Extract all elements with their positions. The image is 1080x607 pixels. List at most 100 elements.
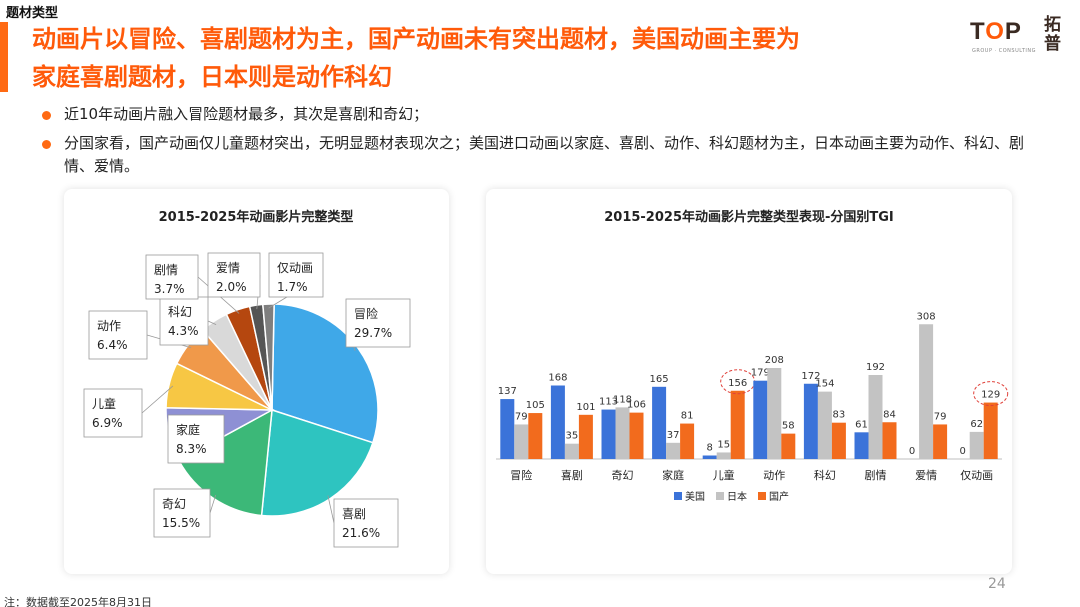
pie-label-name: 爱情 [216, 261, 240, 275]
pie-label-name: 剧情 [154, 263, 178, 277]
pie-label-name: 奇幻 [162, 497, 186, 511]
pie-label-7: 科幻 4.3% [159, 296, 217, 346]
bar-美国-喜剧 [550, 385, 565, 459]
bar-美国-科幻 [803, 383, 818, 459]
bar-value-label: 84 [883, 409, 896, 420]
category-label: 奇幻 [612, 469, 634, 482]
bar-日本-家庭 [666, 442, 681, 459]
category-label: 剧情 [865, 469, 887, 482]
pie-label-box [153, 488, 211, 538]
bar-value-label: 58 [782, 421, 795, 432]
bar-美国-家庭 [652, 386, 667, 459]
pie-chart-title: 2015-2025年动画影片完整类型 [159, 209, 354, 225]
pie-label-box [159, 296, 209, 346]
pie-label-name: 动作 [97, 319, 121, 333]
bar-value-label: 208 [765, 355, 784, 366]
bullet-dot-icon [42, 111, 51, 120]
bar-日本-动作 [767, 368, 782, 459]
bar-国产-剧情 [882, 422, 897, 459]
bar-日本-仅动画 [969, 431, 984, 459]
bar-value-label: 8 [707, 443, 713, 454]
bar-chart: 2015-2025年动画影片完整类型表现-分国别TGI13779105冒险168… [496, 209, 1009, 503]
bar-value-label: 62 [970, 419, 983, 430]
pie-leader-line [327, 495, 335, 524]
bar-国产-奇幻 [629, 412, 644, 459]
highlight-circle [973, 381, 1009, 407]
bar-国产-科幻 [831, 422, 846, 459]
bar-国产-动作 [781, 433, 796, 459]
pie-label-value: 6.4% [97, 338, 128, 352]
legend-label: 日本 [727, 490, 747, 503]
page-title-line-1: 动画片以冒险、喜剧题材为主，国产动画未有突出题材，美国动画主要为 [32, 25, 800, 53]
bar-value-label: 129 [981, 390, 1000, 401]
bar-国产-儿童 [730, 390, 745, 459]
pie-label-value: 1.7% [277, 280, 308, 294]
summary-bullets: 近10年动画片融入冒险题材最多，其次是喜剧和奇幻； 分国家看，国产动画仅儿童题材… [40, 103, 1050, 184]
bar-美国-动作 [753, 380, 768, 459]
pie-label-box [268, 252, 324, 298]
pie-leader-line [141, 385, 174, 414]
bar-value-label: 79 [515, 411, 528, 422]
logo-subtitle: GROUP · CONSULTING [972, 48, 1036, 54]
section-label: 题材类型 [6, 6, 59, 21]
bullet-item: 分国家看，国产动画仅儿童题材突出，无明显题材表现次之；美国进口动画以家庭、喜剧、… [40, 132, 1050, 178]
logo-chinese-1: 拓 [1044, 15, 1061, 35]
pie-label-value: 6.9% [92, 416, 123, 430]
pie-leader-line [207, 320, 217, 325]
bar-legend: 美国 日本 国产 [674, 490, 789, 503]
pie-label-box [167, 414, 225, 464]
bar-value-label: 101 [576, 402, 595, 413]
bar-value-label: 192 [866, 362, 885, 373]
bar-value-label: 15 [717, 439, 730, 450]
bar-日本-冒险 [514, 424, 529, 459]
pie-label-value: 2.0% [216, 280, 247, 294]
bar-value-label: 172 [801, 371, 820, 382]
bar-value-label: 83 [833, 410, 846, 421]
bar-value-label: 154 [815, 379, 834, 390]
logo-letter-o: O [985, 18, 1005, 45]
bar-chart-card: 2015-2025年动画影片完整类型表现-分国别TGI 137 79 105 冒险 168… [486, 189, 1012, 574]
pie-label-name: 家庭 [176, 422, 200, 437]
pie-label-name: 喜剧 [342, 507, 366, 521]
title-accent-bar [0, 22, 8, 92]
pie-label-value: 29.7% [354, 326, 392, 340]
bar-value-label: 179 [751, 368, 770, 379]
pie-label-2: 喜剧 21.6% [327, 495, 399, 548]
logo-chinese: 拓 普 [1044, 16, 1064, 54]
bar-value-label: 79 [934, 411, 947, 422]
category-label: 科幻 [814, 468, 836, 482]
legend-label: 国产 [769, 490, 789, 503]
pie-label-value: 21.6% [342, 526, 380, 540]
pie-leader-line [209, 494, 217, 514]
pie-label-box [83, 388, 143, 438]
pie-label-box [207, 252, 261, 298]
pie-slice-10 [262, 303, 275, 411]
pie-label-name: 冒险 [354, 306, 378, 321]
bar-日本-奇幻 [615, 407, 630, 459]
logo-chinese-2: 普 [1044, 34, 1061, 54]
pie-slice-2 [260, 408, 374, 517]
bar-国产-仅动画 [983, 402, 998, 459]
page-title-line-2: 家庭喜剧题材，日本则是动作科幻 [32, 63, 392, 91]
bar-value-label: 0 [909, 446, 915, 457]
page-number: 24 [988, 576, 1006, 592]
bar-value-label: 113 [599, 397, 618, 408]
bar-日本-剧情 [868, 375, 883, 459]
logo-letter-p: P [1004, 18, 1022, 45]
bullet-text: 近10年动画片融入冒险题材最多，其次是喜剧和奇幻； [64, 105, 429, 123]
pie-label-name: 科幻 [168, 305, 192, 319]
logo-letter-t: T [970, 18, 986, 45]
pie-label-value: 8.3% [176, 442, 207, 456]
bar-value-label: 165 [650, 374, 669, 385]
pie-label-3: 奇幻 15.5% [153, 488, 217, 538]
legend-swatch [716, 492, 724, 500]
footnote: 注：数据截至2025年8月31日 [4, 596, 152, 607]
bar-美国-儿童 [702, 455, 717, 459]
pie-label-box [145, 254, 199, 300]
bar-chart-title: 2015-2025年动画影片完整类型表现-分国别TGI [604, 209, 894, 225]
pie-chart-card: 2015-2025年动画影片完整类型冒险 29.7% 喜剧 21.6% 奇幻 15.5% 家… [64, 189, 449, 574]
bar-value-label: 137 [498, 386, 517, 397]
bar-国产-喜剧 [578, 414, 593, 459]
category-label: 动作 [763, 469, 785, 482]
